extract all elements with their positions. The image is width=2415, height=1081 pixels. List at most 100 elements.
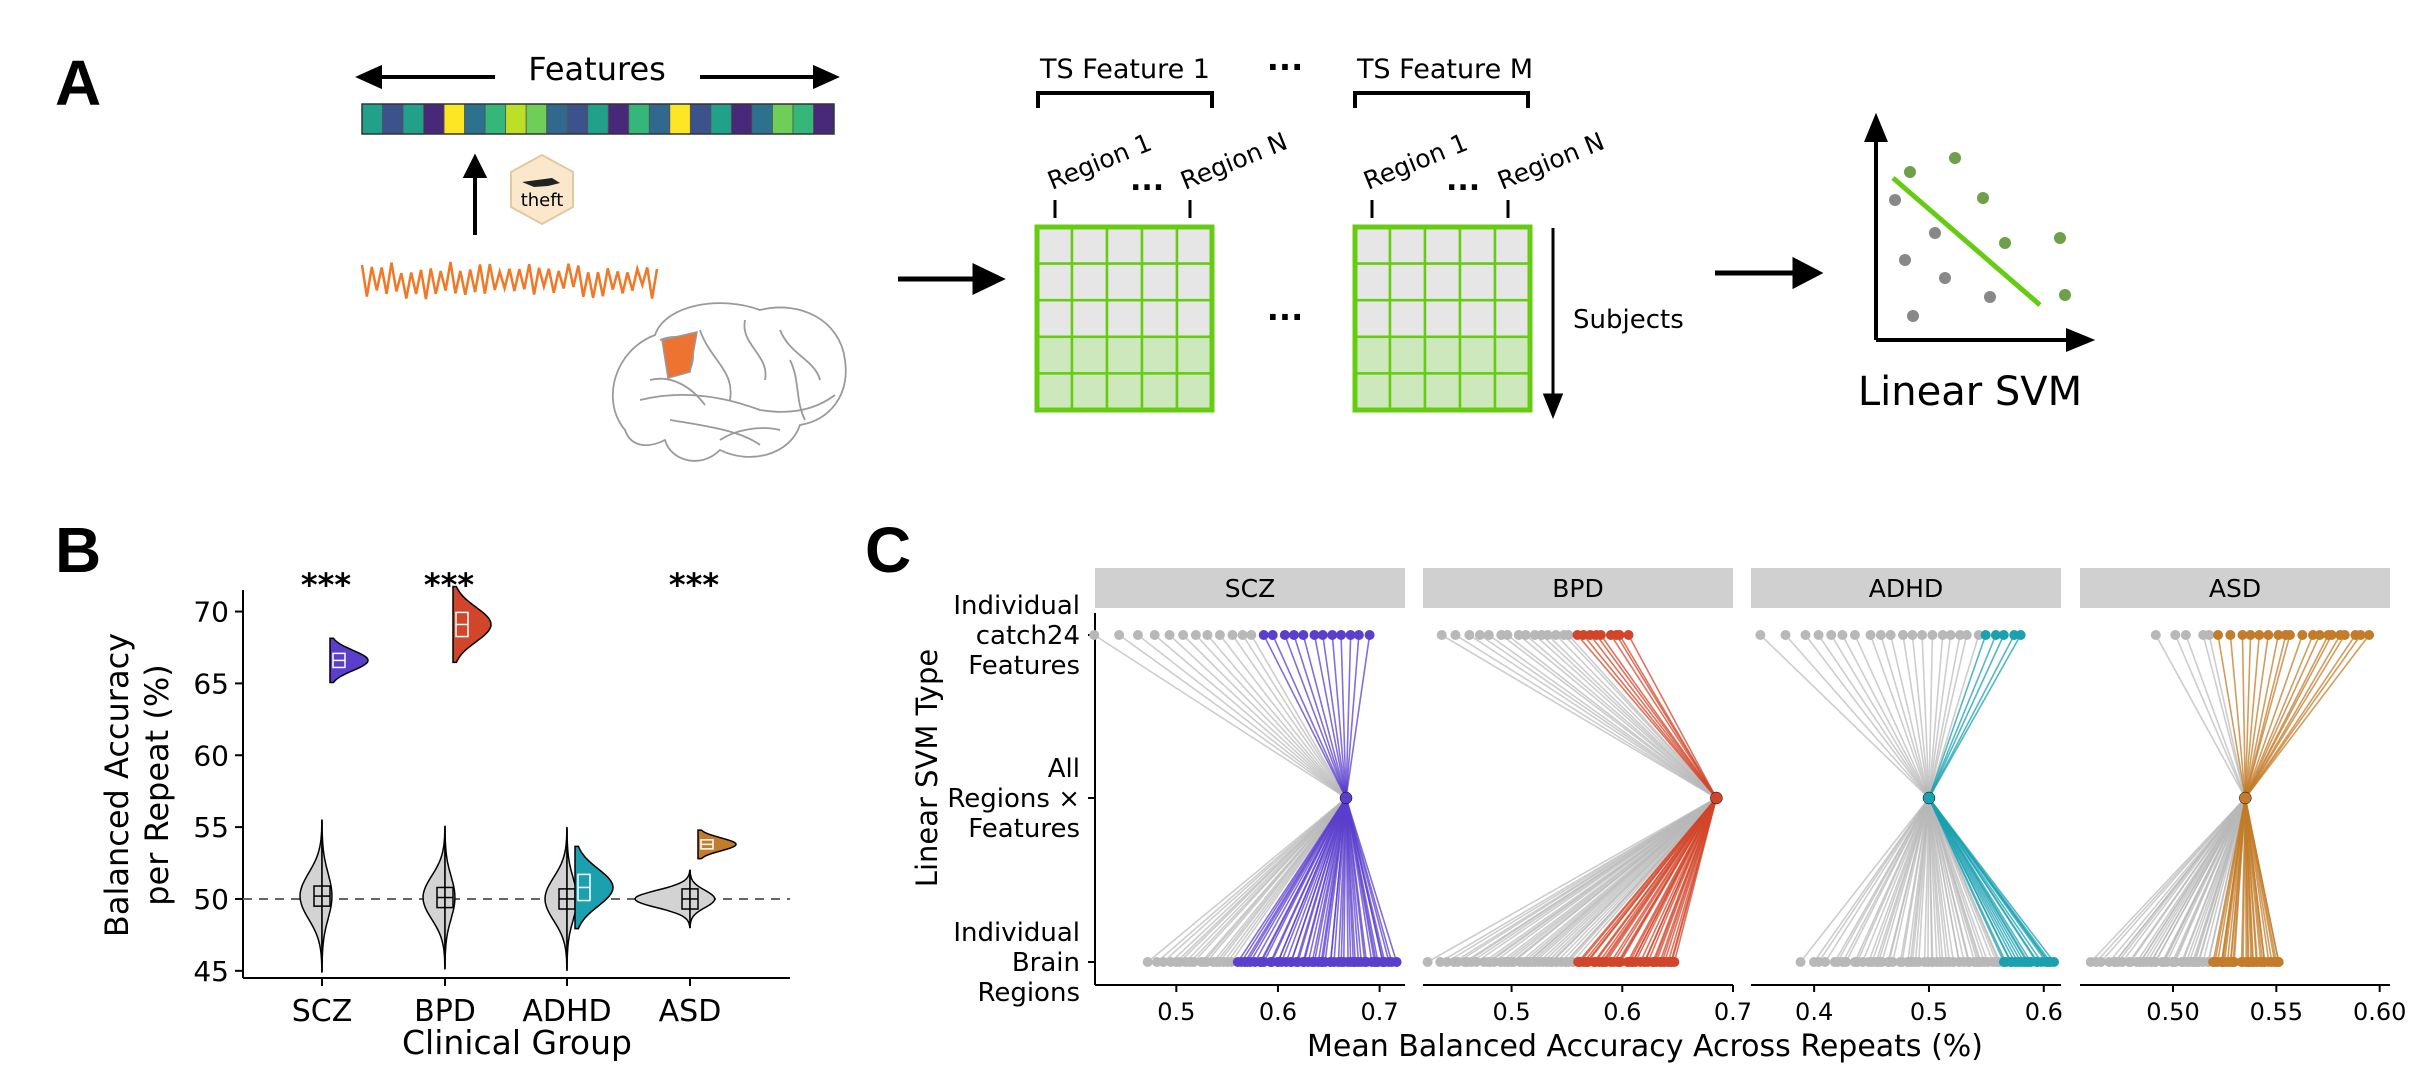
nonsignificant-point xyxy=(1452,957,1463,967)
significant-point xyxy=(1288,630,1299,640)
nonsignificant-point xyxy=(1114,630,1125,640)
nonsignificant-point xyxy=(1885,630,1896,640)
matrix-cell xyxy=(1070,372,1109,412)
nonsignificant-point xyxy=(1973,630,1984,640)
matrix-cell xyxy=(1423,335,1462,375)
row-label: Regions xyxy=(977,978,1080,1008)
null-violin-right xyxy=(689,869,716,929)
panel-letter-b: B xyxy=(55,514,101,586)
matrix-cell xyxy=(1070,335,1109,375)
svm-point-class-1 xyxy=(1949,152,1961,164)
brain-icon xyxy=(611,302,847,462)
row-label: All xyxy=(1048,754,1080,784)
nonsignificant-point xyxy=(1875,630,1886,640)
panel-letter-c: C xyxy=(865,514,911,586)
svg-text:Region N: Region N xyxy=(1176,127,1291,196)
significant-point xyxy=(1317,630,1328,640)
panel-c-ylabel: Linear SVM Type xyxy=(910,649,944,887)
significant-point xyxy=(1298,630,1309,640)
feature-matrix-1 xyxy=(1034,224,1215,413)
significant-point xyxy=(2225,630,2236,640)
significant-point xyxy=(1614,630,1625,640)
nonsignificant-point xyxy=(1937,630,1948,640)
facet-strip xyxy=(1423,568,1733,608)
nonsignificant-point xyxy=(1158,957,1169,967)
nonsignificant-point xyxy=(1502,630,1513,640)
null-violin-left xyxy=(544,826,568,971)
panel-letter-a: A xyxy=(55,47,101,119)
facet-title: ADHD xyxy=(1869,574,1943,603)
panel-b-ylabel-line2: per Repeat (%) xyxy=(138,664,176,906)
feature-cell xyxy=(772,103,794,135)
connecting-lines xyxy=(1759,634,2055,963)
svm-point-class-2 xyxy=(1929,227,1941,239)
svm-point-class-2 xyxy=(1939,272,1951,284)
significant-point xyxy=(2326,630,2337,640)
features-label: Features xyxy=(528,50,666,88)
significant-point xyxy=(1990,630,2001,640)
feature-cell xyxy=(648,103,671,135)
matrix-cell xyxy=(1140,372,1179,412)
facet-bpd: BPD 0.5 0.6 0.7 xyxy=(1422,568,1752,1026)
nonsignificant-point xyxy=(1542,630,1553,640)
facet-strip xyxy=(1751,568,2061,608)
ts-feature-first-label: TS Feature 1 xyxy=(1039,54,1210,85)
nonsignificant-point xyxy=(2150,957,2161,967)
nonsignificant-point xyxy=(1246,630,1257,640)
nonsignificant-point xyxy=(2168,957,2179,967)
significant-point xyxy=(1279,630,1290,640)
panel-b-ytick-label: 55 xyxy=(193,811,229,844)
nonsignificant-point xyxy=(1563,630,1574,640)
panel-b-ylabel-line1: Balanced Accuracy xyxy=(98,633,136,937)
panel-c-xlabel: Mean Balanced Accuracy Across Repeats (%… xyxy=(1307,1029,1983,1064)
significant-point xyxy=(1327,630,1338,640)
nonsignificant-point xyxy=(1849,630,1860,640)
facet-title: SCZ xyxy=(1225,574,1275,603)
nonsignificant-point xyxy=(2117,957,2128,967)
nonsignificant-point xyxy=(1132,630,1143,640)
feature-cell xyxy=(505,103,527,135)
svm-point-class-1 xyxy=(1977,192,1989,204)
nonsignificant-point xyxy=(1841,957,1852,967)
feature-cell xyxy=(751,103,773,135)
significant-point xyxy=(1267,630,1278,640)
matrix-cell xyxy=(1388,262,1427,302)
matrix-cell xyxy=(1035,298,1074,339)
facet-strip xyxy=(2080,568,2390,608)
significant-point xyxy=(1980,630,1991,640)
all-regions-features-point xyxy=(1710,791,1723,805)
matrix-cell xyxy=(1070,298,1109,339)
significant-point xyxy=(1309,630,1320,640)
feature-cell xyxy=(730,103,753,135)
significant-point xyxy=(1623,630,1634,640)
significant-point xyxy=(1345,630,1356,640)
significance-stars: *** xyxy=(669,566,719,604)
nonsignificant-point xyxy=(1865,630,1876,640)
svm-point-class-1 xyxy=(1999,237,2011,249)
nonsignificant-point xyxy=(1907,630,1918,640)
matrix-cell xyxy=(1493,262,1532,302)
significant-point xyxy=(2355,630,2366,640)
feature-cell xyxy=(792,103,814,135)
nonsignificant-point xyxy=(1227,630,1238,640)
matrix-cell xyxy=(1175,335,1214,375)
nonsignificant-point xyxy=(1214,630,1225,640)
feature-cell xyxy=(464,103,486,135)
nonsignificant-point xyxy=(1820,957,1831,967)
significant-point xyxy=(2049,957,2060,967)
facet-tick-label: 0.6 xyxy=(1259,998,1297,1026)
arrow-to-matrices xyxy=(898,263,1006,295)
significant-point xyxy=(2015,630,2026,640)
connecting-lines xyxy=(1427,634,1718,963)
matrix-cell xyxy=(1353,298,1392,339)
nonsignificant-point xyxy=(1202,630,1213,640)
matrix-cell xyxy=(1175,372,1214,412)
features-arrows xyxy=(355,64,840,90)
points xyxy=(1089,630,1402,967)
matrix-cell xyxy=(1175,298,1214,339)
nonsignificant-point xyxy=(1945,630,1956,640)
facet-tick-label: 0.5 xyxy=(1910,998,1948,1026)
ts-feature-brackets xyxy=(1036,91,1530,108)
feature-cell xyxy=(689,103,712,135)
nonsignificant-point xyxy=(1887,957,1898,967)
